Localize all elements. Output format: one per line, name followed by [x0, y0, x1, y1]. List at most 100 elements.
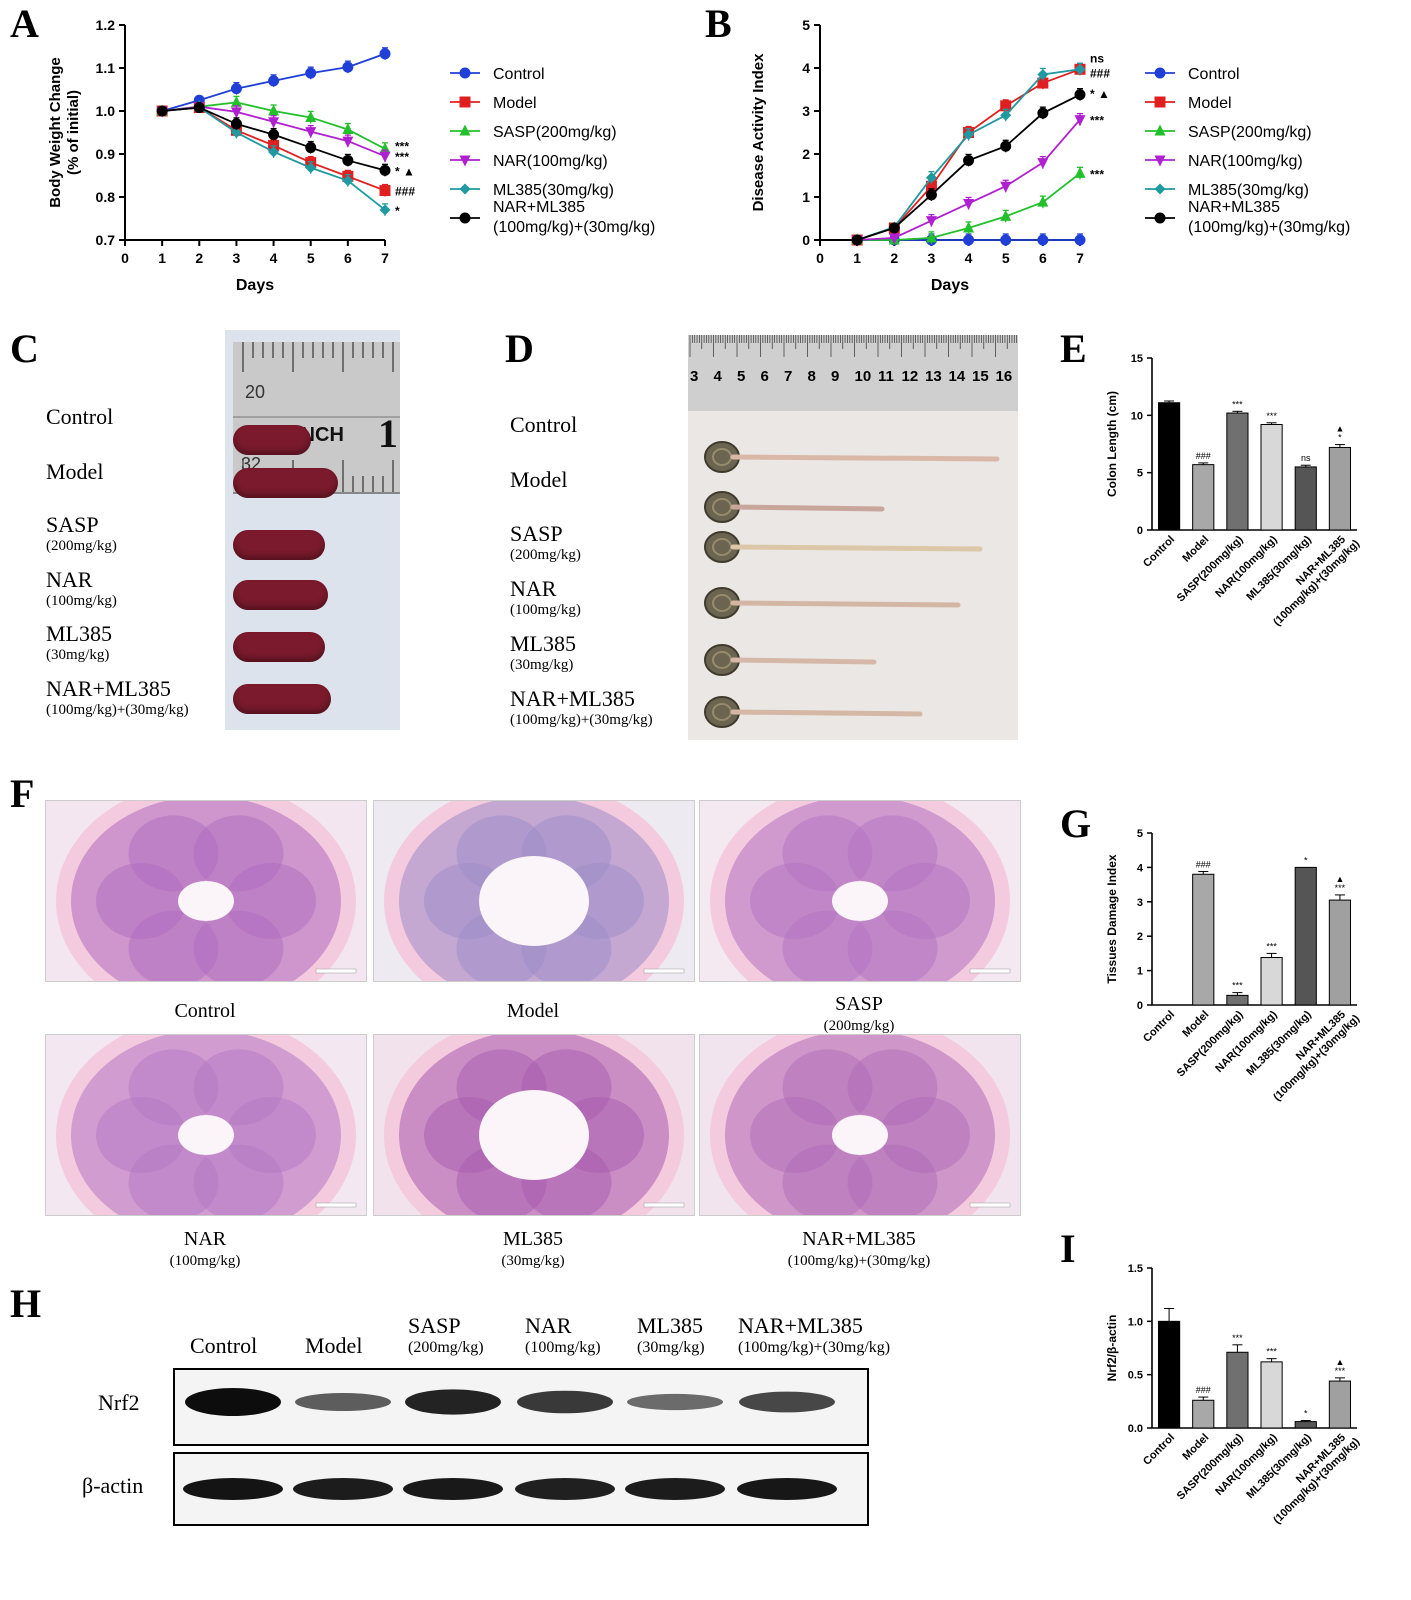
- significance-label: *: [1304, 1409, 1308, 1419]
- histology-section: [384, 1035, 685, 1215]
- data-point: [230, 107, 242, 119]
- scale-bar: [969, 968, 1011, 974]
- y-tick-label: 4: [802, 60, 810, 76]
- legend-label: NAR(100mg/kg): [1188, 153, 1303, 170]
- data-point: [925, 180, 937, 192]
- ruler-d-number: 11: [878, 368, 894, 385]
- panel-label-h: H: [10, 1281, 42, 1326]
- group-dose: (100mg/kg): [46, 593, 117, 609]
- y-tick-label: 1.5: [1128, 1263, 1143, 1275]
- y-tick-label: 5: [802, 17, 810, 33]
- legend-marker: [1154, 155, 1166, 167]
- data-point: [925, 189, 937, 201]
- x-tick-label: 3: [928, 250, 936, 266]
- panel-label-i: I: [1060, 1226, 1076, 1271]
- chart-b-disease-activity: 0 1 2 3 4 5 0 1 2 3 4 5 6 7 Days Disease Activity Index…: [750, 17, 1350, 294]
- crypt-cluster: [128, 815, 219, 892]
- data-point: [305, 67, 317, 79]
- panel-label-a: A: [10, 1, 39, 46]
- crypt-cluster: [847, 910, 938, 981]
- data-point: [888, 222, 900, 234]
- y-tick-label: 1.0: [96, 103, 116, 119]
- bar: [1260, 957, 1283, 1006]
- caption-name: Control: [174, 1000, 236, 1022]
- data-point: [1000, 140, 1012, 152]
- lane-dose: (100mg/kg)+(30mg/kg): [738, 1339, 891, 1356]
- y-tick-label: 15: [1131, 353, 1143, 365]
- group-name: ML385: [510, 631, 576, 656]
- y-axis-title: Colon Length (cm): [1105, 391, 1119, 497]
- group-label-c: NAR (100mg/kg): [46, 568, 117, 610]
- caption-name: NAR: [183, 1228, 227, 1250]
- colon-tube: [730, 504, 885, 512]
- legend-label: ML385(30mg/kg): [493, 182, 614, 199]
- group-name: SASP: [46, 512, 99, 537]
- ruler-d-number: 8: [808, 368, 816, 385]
- y-tick-label: 1: [1137, 966, 1143, 978]
- significance-label: ▲: [1335, 1357, 1344, 1367]
- significance-label: ###: [1196, 451, 1211, 461]
- legend-label: Control: [1188, 66, 1240, 83]
- crypt-cluster: [782, 815, 873, 892]
- legend-label: Model: [1188, 95, 1232, 112]
- lane-label: NAR+ML385 (100mg/kg)+(30mg/kg): [738, 1314, 890, 1358]
- colon-tube: [730, 709, 923, 717]
- panel-label-e: E: [1060, 326, 1087, 371]
- ruler-d: 3 4 5 6 7 8 9 10 11 12 13 14 15 16: [688, 335, 1020, 411]
- scale-bar: [643, 1202, 685, 1208]
- lane-name: NAR: [525, 1313, 572, 1338]
- crypt-cluster: [193, 815, 284, 892]
- x-tick-label: 1: [853, 250, 861, 266]
- histology-image: [699, 800, 1021, 982]
- group-name: Control: [510, 412, 578, 437]
- group-label-d: Model: [510, 468, 567, 492]
- scale-bar: [315, 968, 357, 974]
- y-axis-title: Disease Activity Index: [750, 53, 767, 212]
- histology-caption: Control: [45, 1000, 365, 1022]
- ruler-number-20: 20: [245, 382, 266, 402]
- x-tick-label: 4: [965, 250, 973, 266]
- data-point: [963, 221, 975, 233]
- lumen: [832, 881, 888, 921]
- bar: [1260, 424, 1283, 531]
- significance-label: ▲: [1335, 874, 1344, 884]
- group-dose: (100mg/kg)+(30mg/kg): [510, 712, 653, 728]
- y-tick-label: 1: [802, 189, 810, 205]
- data-point: [305, 162, 317, 174]
- data-point: [1000, 209, 1012, 221]
- data-point: [1037, 107, 1049, 119]
- group-label-d: SASP (200mg/kg): [510, 522, 581, 564]
- crypt-cluster: [847, 1144, 938, 1215]
- group-dose: (100mg/kg): [510, 602, 581, 618]
- row-label-nrf2: Nrf2: [98, 1390, 140, 1415]
- histology-section: [710, 801, 1011, 981]
- significance-label: ###: [1196, 1385, 1211, 1395]
- data-point: [305, 110, 317, 122]
- scale-bar: [315, 1202, 357, 1208]
- y-tick-label: 0.0: [1128, 1423, 1143, 1435]
- x-tick-label: 5: [307, 250, 315, 266]
- data-point: [1074, 89, 1086, 101]
- histology-caption: NAR (100mg/kg): [45, 1228, 365, 1272]
- histology-image: [699, 1034, 1021, 1216]
- legend-marker: [459, 67, 471, 79]
- data-point: [342, 175, 354, 187]
- x-tick-label: 7: [1076, 250, 1084, 266]
- bar: [1226, 412, 1249, 531]
- legend-marker: [1154, 183, 1166, 195]
- data-point: [379, 151, 391, 163]
- data-point: [268, 104, 280, 116]
- nrf2-band: [405, 1389, 501, 1415]
- lane-label: Control: [190, 1334, 257, 1358]
- x-category-label: Control: [1141, 534, 1177, 570]
- data-point: [1074, 63, 1086, 75]
- y-tick-label: 2: [802, 146, 810, 162]
- data-point: [193, 102, 205, 114]
- significance-label: ***: [1090, 114, 1104, 128]
- x-tick-label: 7: [381, 250, 389, 266]
- lumen: [178, 881, 234, 921]
- blot-actin: [173, 1452, 869, 1526]
- legend-label: NAR+ML385: [493, 199, 585, 216]
- histology-caption: NAR+ML385 (100mg/kg)+(30mg/kg): [699, 1228, 1019, 1272]
